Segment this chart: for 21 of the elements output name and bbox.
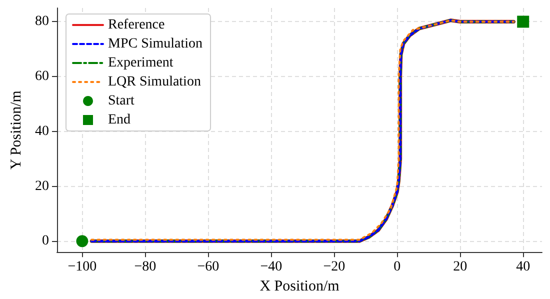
x-tick-label: −20 xyxy=(323,260,346,275)
x-tick-label: −60 xyxy=(197,260,220,275)
legend-label: Start xyxy=(108,94,135,108)
legend-label: MPC Simulation xyxy=(108,36,203,52)
legend-label: Reference xyxy=(108,18,165,32)
x-tick-label: 40 xyxy=(516,260,530,275)
y-tick-label: 20 xyxy=(35,178,49,194)
legend-label: LQR Simulation xyxy=(108,74,201,90)
legend-label: Experiment xyxy=(108,56,174,70)
x-tick-label: −40 xyxy=(260,260,282,275)
y-axis-title: Y Position/m xyxy=(8,90,25,170)
legend-label: End xyxy=(108,112,131,128)
y-tick-label: 80 xyxy=(35,14,49,30)
x-tick-label: 20 xyxy=(453,260,468,275)
y-tick-label: 0 xyxy=(42,234,49,249)
x-tick-label: −80 xyxy=(134,260,156,275)
x-tick-label: −100 xyxy=(68,260,97,275)
y-tick-label: 60 xyxy=(35,69,49,84)
y-tick-label: 40 xyxy=(35,124,49,139)
x-tick-label: 0 xyxy=(394,260,401,275)
x-axis-title: X Position/m xyxy=(260,278,340,294)
